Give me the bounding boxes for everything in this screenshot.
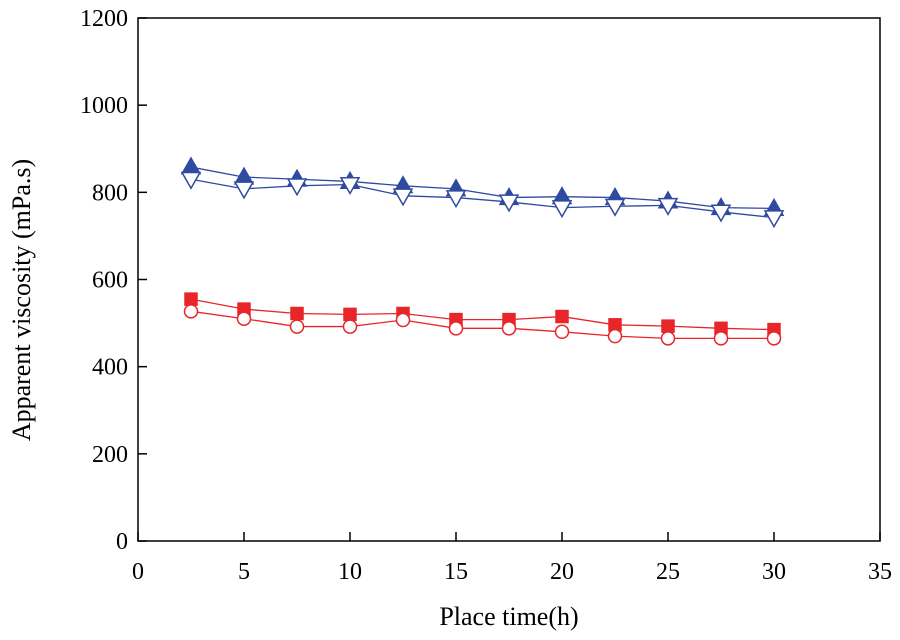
data-point-square	[343, 307, 357, 322]
data-point-triangle-down	[339, 176, 361, 196]
data-point-circle	[289, 319, 305, 334]
x-tick-label: 35	[868, 559, 892, 585]
x-tick-label: 5	[238, 559, 250, 585]
data-point-circle	[607, 328, 623, 344]
data-point-triangle-down	[763, 210, 785, 229]
data-point-circle	[501, 321, 517, 336]
x-tick-label: 30	[762, 559, 786, 585]
axis-ticks	[137, 17, 881, 542]
data-point-circle	[766, 331, 782, 346]
tick-labels: 0 5 10 15 20 25 30 35 0 200 400 600 800 1000 1200	[80, 6, 892, 585]
y-tick-label: 400	[92, 355, 128, 381]
data-point-circle	[713, 331, 729, 346]
data-point-circle	[554, 324, 570, 340]
data-point-triangle-down	[710, 204, 732, 223]
data-point-square	[184, 292, 198, 306]
x-tick-label: 0	[132, 559, 144, 585]
x-axis-label: Place time(h)	[439, 602, 578, 631]
data-point-triangle-down	[551, 200, 573, 219]
series-line	[190, 310, 774, 339]
series-open-triangle-down	[180, 171, 785, 229]
y-tick-label: 200	[92, 442, 128, 468]
data-point-circle	[395, 312, 411, 328]
data-point-circle	[660, 331, 676, 346]
series-line	[190, 166, 775, 210]
x-tick-label: 20	[550, 559, 574, 585]
data-point-circle	[448, 321, 464, 336]
series-line	[190, 298, 775, 331]
y-tick-label: 0	[116, 529, 128, 555]
data-point-circle	[183, 304, 199, 319]
data-point-triangle-down	[498, 194, 520, 213]
plot-frame	[137, 17, 881, 542]
x-tick-label: 10	[338, 559, 362, 585]
series-layer	[180, 156, 785, 346]
data-point-triangle-down	[392, 188, 414, 207]
y-tick-label: 800	[92, 180, 128, 206]
data-point-triangle-down	[233, 181, 255, 200]
x-tick-label: 25	[656, 559, 680, 585]
data-point-triangle-up	[180, 156, 202, 175]
data-point-circle	[236, 311, 252, 326]
y-tick-label: 1000	[80, 93, 128, 119]
series-open-circle	[183, 304, 782, 346]
data-point-square	[555, 309, 569, 324]
data-point-circle	[342, 319, 358, 334]
data-point-square	[661, 319, 675, 333]
data-point-square	[290, 306, 304, 321]
series-line	[190, 178, 775, 219]
data-point-triangle-down	[286, 178, 308, 197]
x-tick-label: 15	[444, 559, 468, 585]
data-point-triangle-down	[445, 190, 467, 209]
y-tick-label: 600	[92, 268, 128, 294]
data-point-triangle-down	[604, 198, 626, 217]
data-point-triangle-down	[657, 197, 679, 216]
y-tick-label: 1200	[80, 6, 128, 32]
data-point-triangle-down	[180, 171, 202, 190]
series-filled-square	[184, 292, 781, 337]
y-axis-label: Apparent viscosity (mPa.s)	[7, 159, 36, 441]
